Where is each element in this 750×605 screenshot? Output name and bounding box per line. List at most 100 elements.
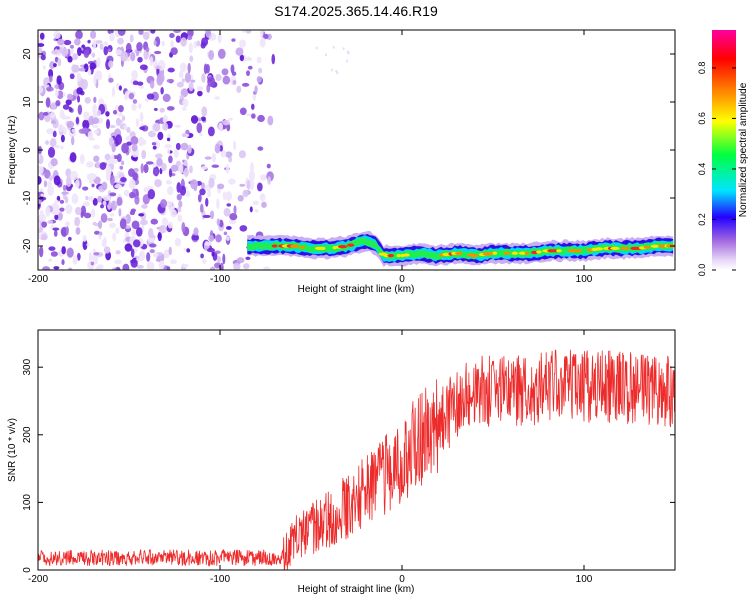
noise-blob: [188, 81, 194, 92]
noise-blob: [166, 137, 171, 142]
noise-blob: [50, 102, 57, 110]
snr-x-axis: -200 -100 0 100: [28, 330, 593, 585]
noise-blob: [152, 145, 157, 150]
noise-blob: [167, 67, 175, 73]
noise-blob: [123, 189, 130, 197]
noise-blob: [83, 212, 92, 219]
noise-blob: [38, 233, 42, 240]
noise-blob: [94, 70, 103, 81]
noise-blob: [139, 64, 148, 71]
noise-blob: [93, 96, 97, 103]
noise-blob: [208, 49, 215, 61]
noise-blob: [139, 111, 144, 122]
spectrogram-noise-field: [38, 30, 350, 270]
signal-peak: [643, 245, 651, 249]
noise-blob: [190, 115, 199, 124]
noise-blob: [88, 251, 93, 263]
noise-blob: [203, 63, 208, 75]
spectrogram-y-tick-label: 20: [22, 48, 33, 60]
noise-blob: [241, 82, 250, 87]
noise-blob: [102, 236, 107, 248]
spectrogram-x-tick-label: 0: [399, 274, 405, 285]
noise-blob: [82, 119, 90, 130]
noise-blob: [128, 92, 135, 100]
snr-x-tick-label: -100: [210, 574, 230, 585]
noise-speck: [331, 68, 334, 72]
noise-blob: [211, 251, 215, 257]
noise-blob: [130, 136, 139, 146]
noise-blob: [254, 85, 258, 94]
noise-blob: [267, 176, 271, 185]
noise-blob: [138, 136, 145, 147]
signal-peak: [300, 245, 305, 249]
noise-blob: [97, 109, 102, 117]
noise-blob: [146, 252, 151, 262]
noise-blob: [109, 174, 115, 186]
spectrogram-x-label: Height of straight line (km): [298, 284, 415, 295]
noise-blob: [103, 41, 109, 46]
noise-blob: [161, 40, 165, 47]
noise-blob: [176, 81, 184, 88]
noise-blob: [182, 98, 189, 108]
noise-blob: [202, 214, 211, 219]
noise-blob: [167, 186, 174, 196]
noise-blob: [80, 78, 88, 90]
noise-blob: [215, 263, 224, 268]
noise-blob: [76, 252, 81, 261]
signal-peak: [396, 254, 401, 258]
noise-blob: [109, 136, 114, 146]
noise-blob: [83, 48, 90, 58]
snr-y-tick-label: 300: [22, 358, 33, 375]
noise-blob: [53, 202, 57, 207]
noise-blob: [63, 39, 72, 46]
noise-blob: [109, 192, 117, 197]
noise-blob: [242, 30, 246, 34]
signal-peak: [610, 246, 620, 250]
noise-blob: [91, 117, 100, 125]
noise-blob: [48, 68, 54, 79]
noise-blob: [204, 156, 212, 160]
noise-blob: [71, 136, 75, 146]
noise-blob: [75, 116, 80, 125]
spectrogram-y-tick-label: -20: [22, 238, 33, 253]
noise-blob: [103, 246, 111, 254]
noise-blob: [55, 100, 61, 107]
noise-blob: [176, 193, 182, 201]
noise-blob: [53, 266, 60, 270]
noise-blob: [92, 39, 97, 50]
noise-blob: [237, 195, 244, 202]
noise-blob: [214, 143, 221, 154]
signal-peak: [594, 247, 604, 251]
noise-blob: [215, 234, 222, 243]
noise-blob: [255, 208, 259, 213]
colorbar-label: Normalized spectral amplitude: [738, 82, 749, 217]
noise-blob: [207, 76, 216, 87]
noise-blob: [49, 138, 57, 148]
noise-blob: [153, 40, 157, 46]
noise-blob: [266, 163, 271, 169]
colorbar-tick-label: 0.4: [697, 163, 707, 176]
noise-blob: [121, 115, 126, 122]
noise-blob: [135, 49, 140, 57]
noise-blob: [170, 164, 178, 172]
noise-blob: [47, 220, 54, 224]
noise-blob: [118, 105, 124, 113]
noise-blob: [202, 258, 207, 264]
noise-blob: [76, 47, 82, 56]
noise-blob: [174, 124, 182, 128]
noise-blob: [48, 258, 53, 262]
noise-blob: [249, 206, 253, 213]
noise-blob: [90, 261, 95, 266]
noise-blob: [188, 42, 193, 54]
snr-series-line: [38, 349, 675, 570]
noise-blob: [115, 49, 123, 56]
noise-blob: [246, 179, 251, 191]
noise-blob: [261, 201, 267, 208]
noise-blob: [38, 246, 44, 258]
noise-blob: [92, 248, 96, 253]
noise-blob: [216, 218, 221, 226]
noise-blob: [87, 39, 91, 44]
noise-blob: [48, 175, 54, 181]
noise-blob: [257, 114, 265, 123]
noise-blob: [170, 40, 174, 48]
